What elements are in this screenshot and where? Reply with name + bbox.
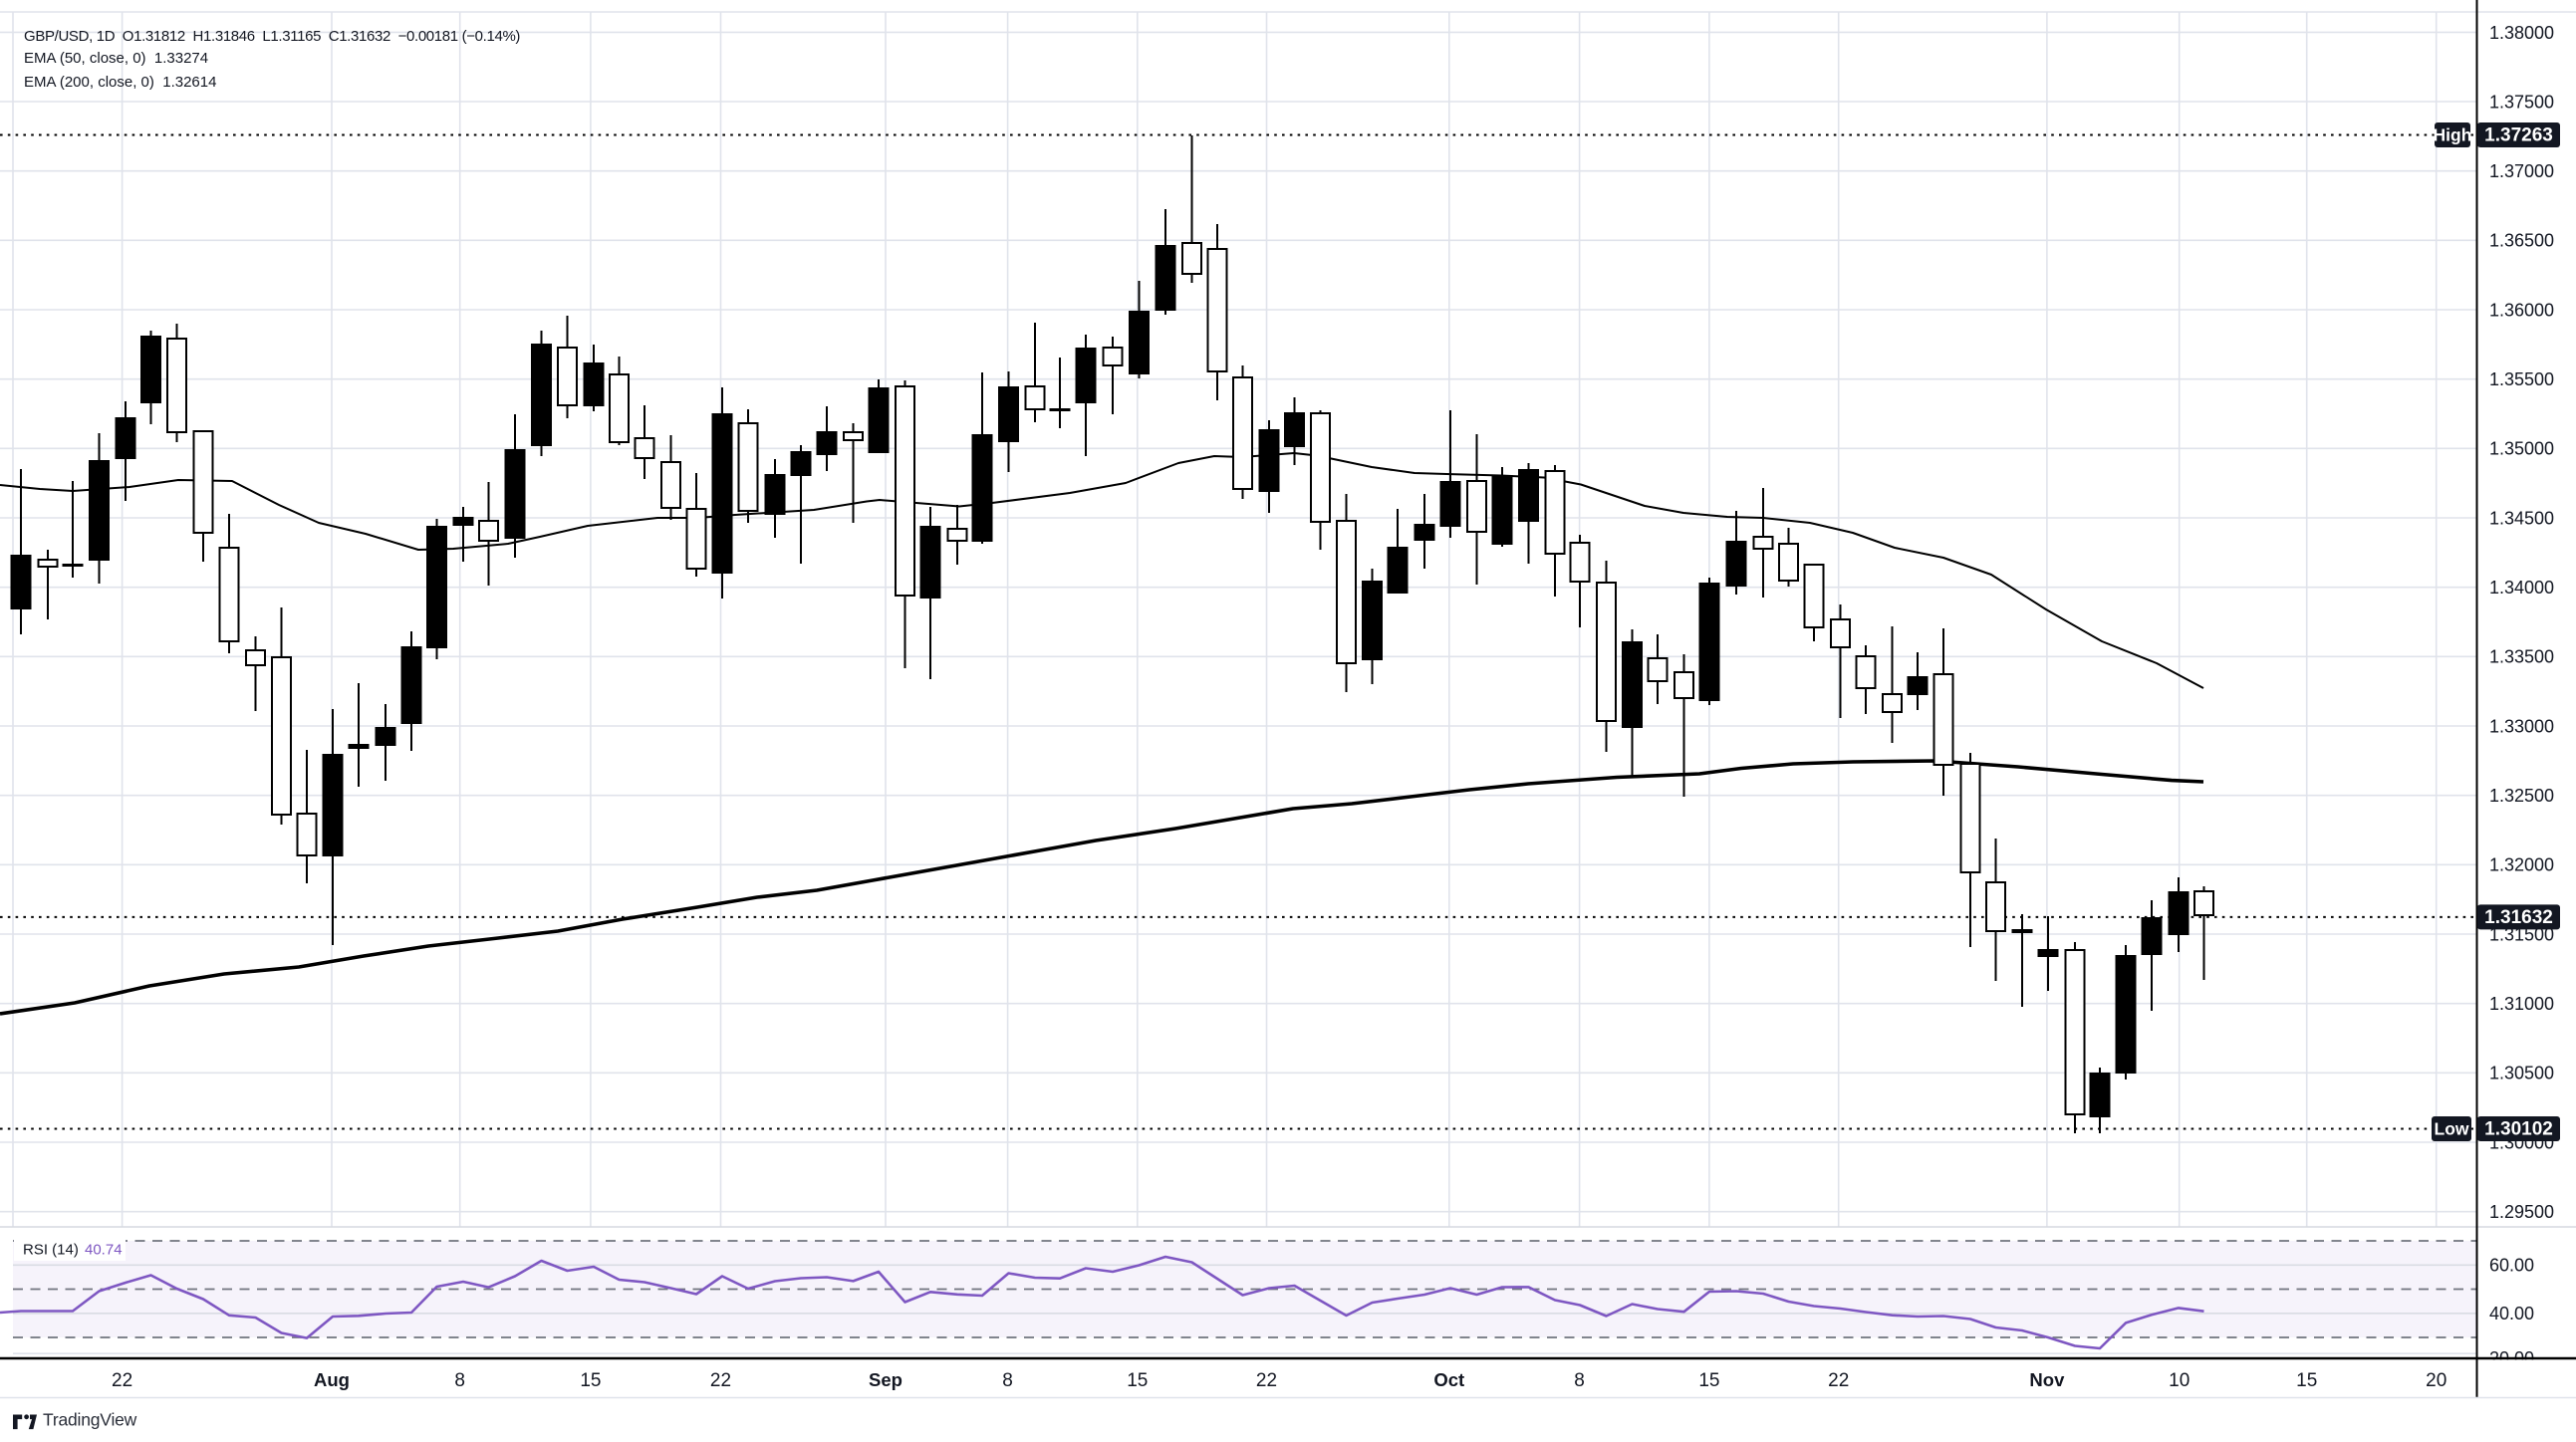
svg-text:1.34000: 1.34000 <box>2489 578 2554 598</box>
svg-text:1.32000: 1.32000 <box>2489 855 2554 875</box>
svg-text:RSI (14): RSI (14) <box>23 1242 79 1259</box>
svg-text:1.35000: 1.35000 <box>2489 439 2554 459</box>
svg-text:8: 8 <box>454 1370 465 1391</box>
svg-text:22: 22 <box>1256 1370 1277 1391</box>
svg-text:60.00: 60.00 <box>2489 1256 2534 1276</box>
svg-text:1.38000: 1.38000 <box>2489 23 2554 43</box>
svg-text:1.34500: 1.34500 <box>2489 508 2554 528</box>
svg-text:Aug: Aug <box>314 1369 350 1390</box>
svg-text:1.36000: 1.36000 <box>2489 300 2554 320</box>
svg-text:40.00: 40.00 <box>2489 1304 2534 1323</box>
svg-text:1.32500: 1.32500 <box>2489 786 2554 806</box>
svg-text:22: 22 <box>112 1370 132 1391</box>
svg-text:1.37500: 1.37500 <box>2489 92 2554 112</box>
svg-text:Oct: Oct <box>1433 1369 1464 1390</box>
svg-text:1.35500: 1.35500 <box>2489 369 2554 389</box>
svg-text:1.29500: 1.29500 <box>2489 1202 2554 1222</box>
svg-text:40.74: 40.74 <box>85 1242 123 1259</box>
svg-text:TradingView: TradingView <box>43 1410 137 1430</box>
svg-text:15: 15 <box>1127 1370 1148 1391</box>
svg-text:1.36500: 1.36500 <box>2489 231 2554 251</box>
svg-text:1.31000: 1.31000 <box>2489 994 2554 1014</box>
svg-text:15: 15 <box>1698 1370 1719 1391</box>
svg-text:8: 8 <box>1002 1370 1013 1391</box>
svg-text:1.33500: 1.33500 <box>2489 647 2554 667</box>
svg-text:EMA (200, close, 0) 1.32614: EMA (200, close, 0) 1.32614 <box>24 74 216 91</box>
svg-text:GBP/USD, 1D O1.31812 H1.3184: GBP/USD, 1D O1.31812 H1.31846 L1.31165 C… <box>24 28 520 45</box>
svg-text:1.33000: 1.33000 <box>2489 716 2554 736</box>
svg-text:High: High <box>2434 125 2472 145</box>
svg-text:15: 15 <box>580 1370 601 1391</box>
svg-text:Nov: Nov <box>2029 1369 2065 1390</box>
svg-text:8: 8 <box>1574 1370 1585 1391</box>
svg-text:22: 22 <box>1828 1370 1849 1391</box>
svg-text:1.37000: 1.37000 <box>2489 161 2554 181</box>
svg-text:1.37263: 1.37263 <box>2484 125 2553 146</box>
svg-text:1.30500: 1.30500 <box>2489 1064 2554 1083</box>
svg-text:10: 10 <box>2169 1370 2190 1391</box>
svg-text:15: 15 <box>2296 1370 2317 1391</box>
svg-text:Sep: Sep <box>869 1369 902 1390</box>
svg-text:1.30102: 1.30102 <box>2484 1119 2553 1140</box>
svg-text:Low: Low <box>2435 1119 2469 1139</box>
svg-text:20: 20 <box>2426 1370 2447 1391</box>
svg-text:EMA (50, close, 0) 1.33274: EMA (50, close, 0) 1.33274 <box>24 50 208 67</box>
svg-text:22: 22 <box>710 1370 731 1391</box>
svg-text:1.31632: 1.31632 <box>2484 907 2553 928</box>
